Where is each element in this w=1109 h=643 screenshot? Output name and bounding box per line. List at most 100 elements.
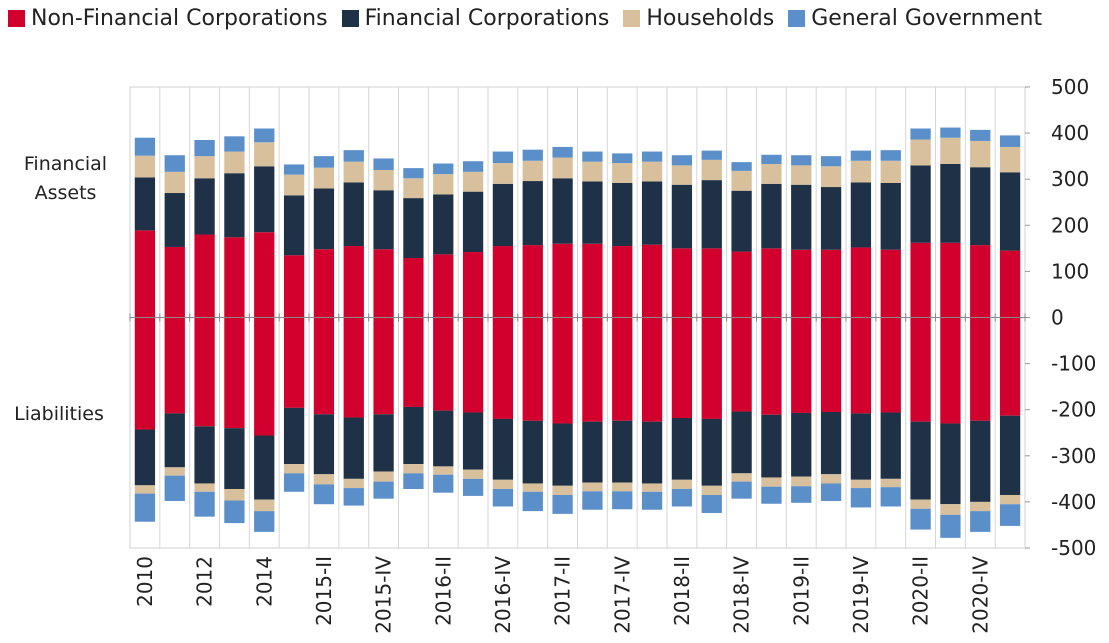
bar-segment: [970, 129, 991, 141]
annotation: Financial Assets: [23, 153, 108, 204]
bar-segment: [612, 491, 633, 510]
bar-segment: [403, 473, 424, 489]
y-tick-label: -200: [1051, 398, 1096, 422]
bar-segment: [731, 190, 752, 252]
bar-segment: [373, 481, 394, 499]
y-tick-label: -100: [1051, 352, 1096, 376]
legend-label: General Government: [811, 6, 1043, 31]
bar-segment: [194, 483, 215, 492]
bar-segment: [313, 484, 335, 505]
bar-segment: [820, 166, 842, 188]
bar-segment: [671, 165, 693, 185]
bar-segment: [940, 163, 961, 243]
bar-segment: [373, 158, 394, 170]
bar-segment: [761, 477, 782, 487]
bar-segment: [462, 171, 484, 192]
bar-segment: [701, 159, 722, 181]
bar-segment: [612, 246, 633, 318]
bar-segment: [343, 317, 364, 418]
bar-segment: [820, 474, 842, 484]
bar-segment: [701, 150, 722, 160]
bar-segment: [880, 150, 901, 161]
bar-segment: [462, 252, 484, 318]
bar-segment: [761, 154, 782, 164]
bar-segment: [433, 474, 454, 493]
bar-segment: [910, 421, 931, 500]
bar-segment: [403, 464, 424, 474]
x-tick-label: 2016-IV: [491, 556, 515, 634]
bar-segment: [462, 191, 484, 253]
bar-segment: [134, 317, 156, 430]
bar-segment: [701, 248, 722, 318]
bar-segment: [671, 488, 693, 507]
bar-segment: [283, 255, 305, 318]
bar-segment: [761, 163, 782, 184]
bar-segment: [582, 161, 603, 182]
bar-segment: [641, 317, 663, 422]
bar-segment: [582, 181, 603, 244]
bar-segment: [820, 412, 842, 475]
bar-segment: [999, 146, 1021, 173]
bar-segment: [373, 169, 394, 191]
bar-segment: [820, 156, 842, 167]
bar-segment: [373, 414, 394, 472]
bar-segment: [731, 317, 752, 412]
bar-segment: [731, 473, 752, 482]
bar-segment: [910, 317, 931, 422]
bar-segment: [433, 174, 454, 195]
bar-segment: [194, 426, 215, 484]
bar-segment: [194, 178, 215, 235]
bar-segment: [612, 420, 633, 483]
legend-item: General Government: [788, 6, 1042, 31]
bar-segment: [343, 417, 364, 479]
bar-segment: [224, 151, 245, 174]
bar-segment: [164, 475, 185, 501]
x-tick-label: 2015-IV: [372, 556, 396, 634]
bar-segment: [671, 248, 693, 318]
bar-segment: [313, 167, 335, 189]
legend-swatch: [788, 10, 806, 27]
y-tick-label: 400: [1051, 121, 1089, 145]
bar-segment: [999, 504, 1021, 526]
bar-segment: [134, 493, 156, 522]
bar-segment: [313, 474, 335, 485]
bar-segment: [254, 317, 275, 436]
bar-segment: [403, 406, 424, 465]
bar-segment: [701, 317, 722, 419]
bar-segment: [850, 488, 872, 508]
bar-segment: [582, 482, 603, 492]
bar-segment: [433, 163, 454, 175]
bar-segment: [283, 473, 305, 492]
bar-segment: [254, 232, 275, 318]
bar-segment: [731, 162, 752, 171]
bar-segment: [552, 494, 573, 514]
bar-segment: [283, 464, 305, 474]
bar-segment: [970, 501, 991, 512]
bar-segment: [791, 486, 812, 503]
bar-segment: [134, 177, 156, 231]
bar-segment: [462, 478, 484, 496]
bar-segment: [164, 413, 185, 468]
bar-segment: [999, 415, 1021, 495]
bar-segment: [194, 491, 215, 517]
bar-segment: [164, 193, 185, 247]
legend-item: Financial Corporations: [341, 6, 609, 31]
bar-segment: [224, 136, 245, 152]
bar-segment: [254, 435, 275, 500]
bar-segment: [880, 478, 901, 488]
bar-segment: [999, 250, 1021, 318]
y-tick-label: -500: [1051, 536, 1096, 560]
bar-segment: [224, 173, 245, 238]
bar-segment: [522, 483, 543, 492]
bar-segment: [224, 488, 245, 501]
bar-segment: [492, 317, 514, 419]
bar-segment: [671, 417, 693, 480]
bar-segment: [254, 499, 275, 512]
bar-segment: [701, 494, 722, 513]
bar-segment: [641, 483, 663, 492]
bar-segment: [134, 485, 156, 494]
bar-segment: [970, 167, 991, 246]
legend-label: Non-Financial Corporations: [31, 6, 328, 31]
bar-segment: [224, 428, 245, 489]
